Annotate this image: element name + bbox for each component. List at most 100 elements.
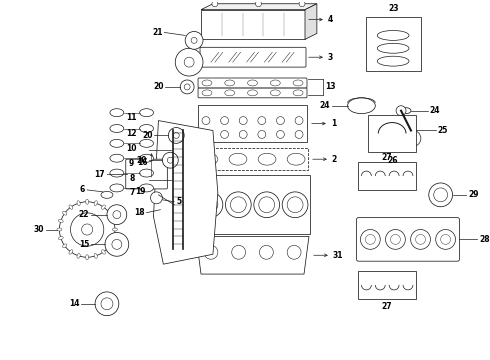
Text: 21: 21 <box>152 28 162 37</box>
Text: 4: 4 <box>328 15 333 24</box>
Circle shape <box>107 205 127 225</box>
Circle shape <box>258 117 266 125</box>
Bar <box>359 271 416 299</box>
Circle shape <box>441 234 451 244</box>
Circle shape <box>168 157 173 163</box>
Text: 20: 20 <box>136 156 147 165</box>
Circle shape <box>239 130 247 138</box>
Circle shape <box>225 192 251 218</box>
Circle shape <box>405 130 421 146</box>
Circle shape <box>113 211 121 219</box>
Circle shape <box>259 197 274 213</box>
Text: 11: 11 <box>126 113 137 122</box>
Circle shape <box>71 213 104 246</box>
Ellipse shape <box>107 244 112 248</box>
Circle shape <box>169 127 184 143</box>
Circle shape <box>220 130 228 138</box>
Ellipse shape <box>77 201 80 206</box>
Ellipse shape <box>140 154 153 162</box>
Text: 6: 6 <box>80 185 85 194</box>
Circle shape <box>386 230 405 249</box>
Ellipse shape <box>247 90 257 96</box>
Circle shape <box>191 37 197 43</box>
Text: 16: 16 <box>137 158 147 167</box>
Text: 17: 17 <box>95 170 105 179</box>
Ellipse shape <box>377 31 409 40</box>
Circle shape <box>202 197 218 213</box>
Circle shape <box>396 106 406 116</box>
Circle shape <box>59 202 115 257</box>
Ellipse shape <box>110 139 124 147</box>
Ellipse shape <box>86 255 89 260</box>
Circle shape <box>434 188 447 202</box>
Circle shape <box>230 197 246 213</box>
Circle shape <box>429 183 453 207</box>
Circle shape <box>185 31 203 49</box>
FancyBboxPatch shape <box>126 159 168 189</box>
Circle shape <box>180 80 194 94</box>
Ellipse shape <box>293 80 303 86</box>
Circle shape <box>204 246 218 259</box>
Ellipse shape <box>287 153 305 165</box>
Circle shape <box>287 197 303 213</box>
Text: 20: 20 <box>142 131 152 140</box>
Circle shape <box>391 234 400 244</box>
Ellipse shape <box>110 125 124 132</box>
Ellipse shape <box>58 219 63 222</box>
Text: 23: 23 <box>388 4 398 13</box>
Circle shape <box>366 234 375 244</box>
Circle shape <box>436 230 456 249</box>
Text: 22: 22 <box>78 210 89 219</box>
Text: 5: 5 <box>176 197 181 206</box>
Ellipse shape <box>69 250 73 254</box>
Ellipse shape <box>107 211 112 215</box>
Bar <box>359 162 416 190</box>
Circle shape <box>82 224 93 235</box>
Ellipse shape <box>200 153 218 165</box>
Text: 25: 25 <box>438 126 448 135</box>
FancyBboxPatch shape <box>198 88 307 98</box>
Circle shape <box>101 298 113 310</box>
Text: 2: 2 <box>332 155 337 164</box>
Ellipse shape <box>377 56 409 66</box>
Ellipse shape <box>293 90 303 96</box>
Text: 3: 3 <box>328 53 333 62</box>
Circle shape <box>184 57 194 67</box>
Text: 1: 1 <box>331 119 336 128</box>
Polygon shape <box>153 121 218 264</box>
Text: 24: 24 <box>319 101 330 110</box>
Text: 19: 19 <box>135 188 146 197</box>
Bar <box>367 17 421 71</box>
Circle shape <box>295 130 303 138</box>
Circle shape <box>411 230 430 249</box>
Ellipse shape <box>140 139 153 147</box>
Ellipse shape <box>86 199 89 204</box>
Ellipse shape <box>140 109 153 117</box>
Ellipse shape <box>140 169 153 177</box>
Circle shape <box>282 192 308 218</box>
Circle shape <box>276 130 284 138</box>
Circle shape <box>212 1 218 7</box>
Ellipse shape <box>112 228 117 231</box>
Circle shape <box>361 230 380 249</box>
Circle shape <box>258 130 266 138</box>
Text: 30: 30 <box>33 225 44 234</box>
Text: 18: 18 <box>134 208 145 217</box>
Text: 8: 8 <box>129 174 134 183</box>
Ellipse shape <box>140 184 153 192</box>
Text: 27: 27 <box>382 302 392 311</box>
Text: 20: 20 <box>153 82 163 91</box>
Circle shape <box>276 117 284 125</box>
Ellipse shape <box>110 154 124 162</box>
Ellipse shape <box>110 184 124 192</box>
Text: 26: 26 <box>387 156 397 165</box>
FancyBboxPatch shape <box>357 218 460 261</box>
Polygon shape <box>305 4 317 39</box>
Ellipse shape <box>401 108 411 114</box>
Text: 14: 14 <box>69 299 79 308</box>
Ellipse shape <box>225 80 235 86</box>
Ellipse shape <box>57 228 62 231</box>
Ellipse shape <box>270 80 280 86</box>
Ellipse shape <box>101 250 105 254</box>
Ellipse shape <box>58 237 63 240</box>
